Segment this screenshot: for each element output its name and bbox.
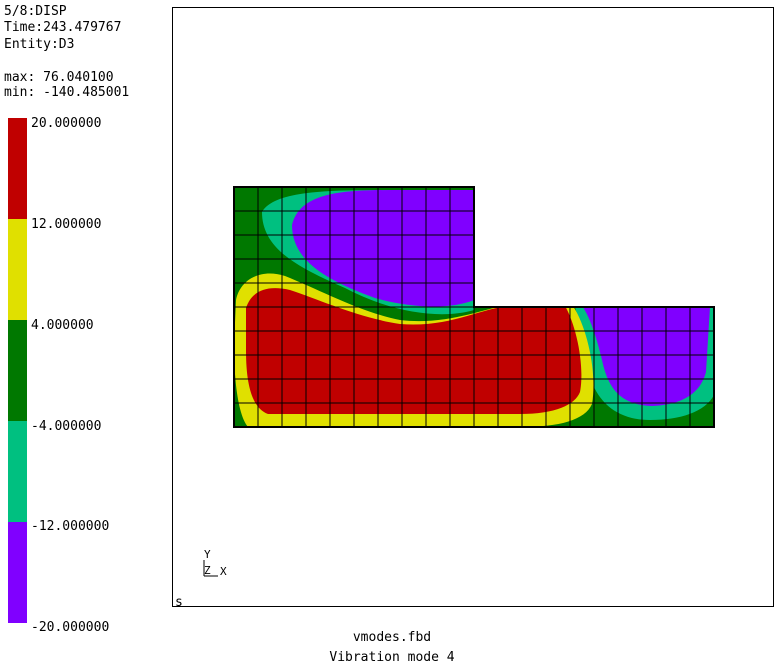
mode-indicator: s (175, 595, 183, 610)
legend-band-green (8, 320, 27, 421)
legend-label-4: -12.000000 (31, 519, 110, 534)
info-step: 5/8:DISP (4, 4, 67, 19)
legend-band-violet (8, 522, 27, 623)
info-max: max: 76.040100 (4, 70, 114, 85)
mesh-grid (234, 187, 714, 427)
legend-band-teal (8, 421, 27, 522)
legend-label-3: -4.000000 (31, 419, 102, 434)
color-legend (8, 118, 27, 623)
model-outline (233, 186, 715, 428)
legend-label-5: -20.000000 (31, 620, 110, 635)
contour-upper-violet (292, 190, 474, 307)
info-entity: Entity:D3 (4, 37, 75, 52)
info-time: Time:243.479767 (4, 20, 122, 35)
info-min: min: -140.485001 (4, 85, 130, 100)
legend-label-0: 20.000000 (31, 116, 102, 131)
legend-label-1: 12.000000 (31, 217, 102, 232)
legend-label-2: 4.000000 (31, 318, 94, 333)
plot-title: Vibration mode 4 (329, 650, 455, 665)
legend-band-yellow (8, 219, 27, 320)
axis-label-x: X (220, 565, 227, 578)
axis-label-y: Y (204, 548, 211, 561)
legend-band-red (8, 118, 27, 219)
axis-label-z: Z (204, 564, 211, 577)
model-filename: vmodes.fbd (352, 630, 432, 645)
axis-triad: Y Z X (203, 548, 227, 578)
contour-right-violet (583, 307, 710, 406)
graphics-viewport[interactable] (172, 7, 774, 607)
